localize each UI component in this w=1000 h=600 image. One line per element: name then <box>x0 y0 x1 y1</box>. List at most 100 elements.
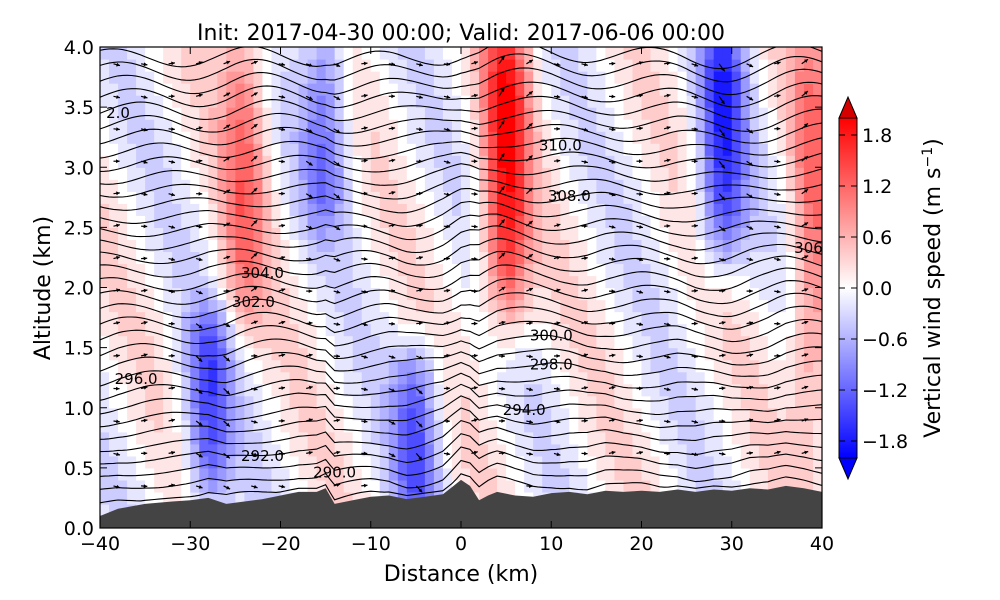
heat-cell <box>307 179 318 192</box>
heat-cell <box>686 143 697 156</box>
heat-cell <box>136 47 146 60</box>
heat-cell <box>812 479 822 493</box>
heat-cell <box>470 371 480 385</box>
heat-cell <box>533 83 543 96</box>
heat-cell <box>244 371 255 385</box>
heat-cell <box>424 455 435 469</box>
heat-cell <box>154 191 164 204</box>
heat-cell <box>614 287 625 301</box>
heat-cell <box>587 71 597 84</box>
wind-arrow-head <box>694 321 698 326</box>
wind-arrow-head <box>776 257 781 262</box>
heat-cell <box>307 311 318 325</box>
heat-cell <box>109 95 119 108</box>
heat-cell <box>415 431 426 445</box>
heat-cell <box>533 275 543 289</box>
wind-arrow-head <box>336 194 340 199</box>
y-tick-label: 0.0 <box>64 518 94 540</box>
heat-cell <box>686 155 697 168</box>
heat-cell <box>226 167 236 180</box>
heat-cell <box>181 263 191 277</box>
heat-cell <box>397 383 408 397</box>
heat-cell <box>307 383 318 397</box>
heat-cell <box>695 47 706 60</box>
heat-cell <box>641 95 652 108</box>
heat-cell <box>406 227 417 241</box>
heat-cell <box>271 191 282 204</box>
heat-cell <box>397 227 408 241</box>
heat-cell <box>470 215 480 228</box>
heat-cell <box>127 323 137 337</box>
heat-cell <box>470 83 480 96</box>
heat-cell <box>659 479 670 493</box>
heat-cell <box>623 47 634 60</box>
heat-cell <box>208 479 218 493</box>
wind-arrow-head <box>639 290 643 294</box>
y-axis-ticks: 0.00.51.01.52.02.53.03.54.0 <box>64 37 822 540</box>
heat-cell <box>506 155 516 168</box>
heat-cell <box>641 335 652 349</box>
heat-cell <box>785 155 796 168</box>
heat-cell <box>560 395 570 409</box>
heat-cell <box>226 455 236 469</box>
x-tick-label: −40 <box>80 533 120 555</box>
heat-cell <box>704 215 715 228</box>
heat-cell <box>424 227 435 241</box>
heat-cell <box>749 287 760 301</box>
heat-cell <box>235 491 246 505</box>
wind-arrow-head <box>446 451 451 456</box>
heat-cell <box>722 383 733 397</box>
heat-cell <box>100 155 110 168</box>
heat-cell <box>470 71 480 84</box>
heat-cell <box>470 287 480 301</box>
heat-cell <box>262 167 273 180</box>
heat-cell <box>740 107 751 120</box>
heat-cell <box>803 359 814 373</box>
heat-cell <box>803 275 814 289</box>
heat-cell <box>794 371 805 385</box>
wind-arrow-head <box>611 257 616 261</box>
heat-cell <box>461 251 471 265</box>
heat-cell <box>172 335 182 349</box>
heat-cell <box>397 107 408 120</box>
heat-cell <box>551 47 561 60</box>
heat-cell <box>226 275 236 289</box>
heat-cell <box>406 83 417 96</box>
heat-cell <box>542 59 552 72</box>
heat-cell <box>479 299 489 313</box>
heat-cell <box>433 419 444 433</box>
heat-cell <box>163 347 173 361</box>
heat-cell <box>415 143 426 156</box>
heat-cell <box>136 431 146 445</box>
heat-cell <box>397 287 408 301</box>
heat-cell <box>605 119 616 132</box>
heat-cell <box>217 467 227 481</box>
wind-arrow-head <box>556 321 561 326</box>
heat-cell <box>722 455 733 469</box>
heat-cell <box>118 455 128 469</box>
heat-cell <box>614 455 625 469</box>
heat-cell <box>749 71 760 84</box>
heat-cell <box>515 347 525 361</box>
heat-cell <box>316 107 327 120</box>
heat-cell <box>470 95 480 108</box>
heat-cell <box>199 143 209 156</box>
heat-cell <box>524 407 534 421</box>
heat-cell <box>506 335 516 349</box>
heat-cell <box>109 407 119 421</box>
heat-cell <box>307 59 318 72</box>
heat-cell <box>343 95 354 108</box>
heat-cell <box>488 95 498 108</box>
heat-cell <box>488 407 498 421</box>
heat-cell <box>533 95 543 108</box>
heat-cell <box>298 119 309 132</box>
heat-cell <box>668 443 679 457</box>
heat-cell <box>614 179 625 192</box>
heat-cell <box>118 335 128 349</box>
heat-cell <box>298 335 309 349</box>
heat-cell <box>461 167 471 180</box>
heat-cell <box>199 251 209 265</box>
heat-cell <box>767 47 778 60</box>
heat-cell <box>325 419 336 433</box>
heat-cell <box>172 83 182 96</box>
